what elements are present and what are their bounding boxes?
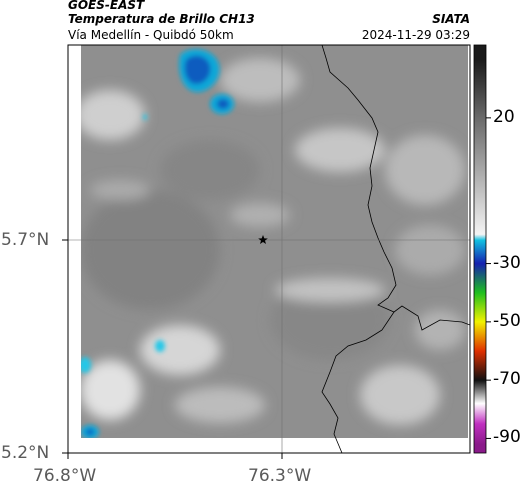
- product-title: Temperatura de Brillo CH13: [68, 12, 255, 26]
- route-label: Vía Medellín - Quibdó 50km: [68, 28, 234, 42]
- organization-label: SIATA: [432, 12, 470, 26]
- colorbar-tick-label: -70: [493, 369, 521, 390]
- lon-tick-label: 76.3°W: [248, 466, 312, 486]
- satellite-image: [68, 45, 470, 453]
- colorbar-tick-label: -30: [493, 252, 521, 273]
- star-marker: [258, 235, 268, 244]
- colorbar-tick-label: -90: [493, 427, 521, 448]
- datetime-label: 2024-11-29 03:29: [361, 28, 470, 42]
- colorbar-tick-label: -50: [493, 310, 521, 331]
- lat-tick-label: 5.2°N: [1, 443, 50, 463]
- lon-tick-label: 76.8°W: [33, 466, 97, 486]
- border-line-lower: [321, 311, 395, 453]
- colorbar: [473, 44, 491, 454]
- satellite-title: GOES-EAST: [68, 0, 145, 12]
- border-line: [321, 45, 470, 331]
- map-frame: [67, 44, 471, 454]
- lat-tick-label: 5.7°N: [1, 230, 50, 250]
- colorbar-tick-label: 20: [493, 106, 515, 127]
